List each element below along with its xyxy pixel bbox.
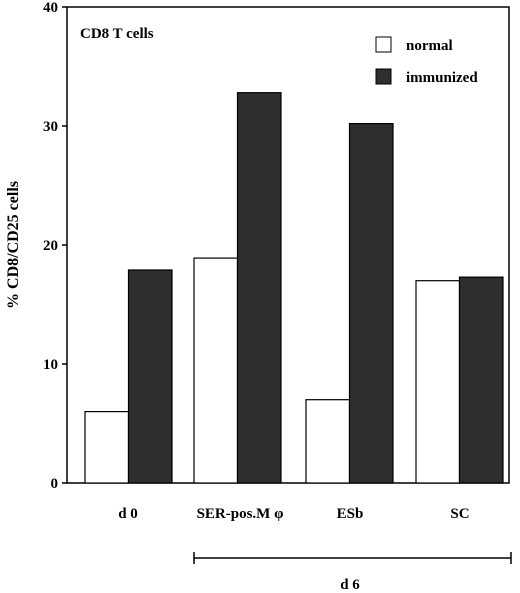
bar-normal-3: [415, 280, 461, 484]
group-bracket: d 6: [193, 552, 512, 593]
legend-swatch-normal: [375, 36, 392, 53]
chart-title: CD8 T cells: [80, 26, 154, 42]
y-tick-label: 30: [43, 119, 58, 135]
y-tick-label: 10: [43, 357, 58, 373]
legend: normal immunized: [375, 36, 478, 86]
x-axis-labels: d 0 SER-pos.M φ ESb SC: [118, 506, 469, 522]
bars: [84, 92, 504, 484]
x-category-label: SC: [450, 506, 469, 522]
x-category-label: ESb: [337, 506, 364, 522]
x-category-label: d 0: [118, 506, 138, 522]
bar-immunized-0: [127, 269, 173, 484]
bar-immunized-3: [458, 276, 504, 484]
y-tick-label: 0: [51, 476, 59, 492]
bar-normal-2: [305, 399, 351, 484]
x-category-label: SER-pos.M φ: [197, 506, 284, 522]
bar-normal-0: [84, 411, 130, 484]
y-tick-label: 40: [43, 0, 58, 16]
bar-immunized-1: [236, 92, 282, 484]
legend-swatch-immunized: [375, 68, 392, 85]
group-label: d 6: [340, 577, 360, 593]
bar-normal-1: [193, 257, 239, 484]
y-tick-label: 20: [43, 238, 58, 254]
y-axis-ticks: 0 10 20 30 40: [43, 0, 67, 492]
legend-label-normal: normal: [406, 38, 453, 54]
legend-label-immunized: immunized: [406, 70, 478, 86]
bar-immunized-2: [348, 123, 394, 484]
y-axis-label: % CD8/CD25 cells: [5, 181, 22, 309]
